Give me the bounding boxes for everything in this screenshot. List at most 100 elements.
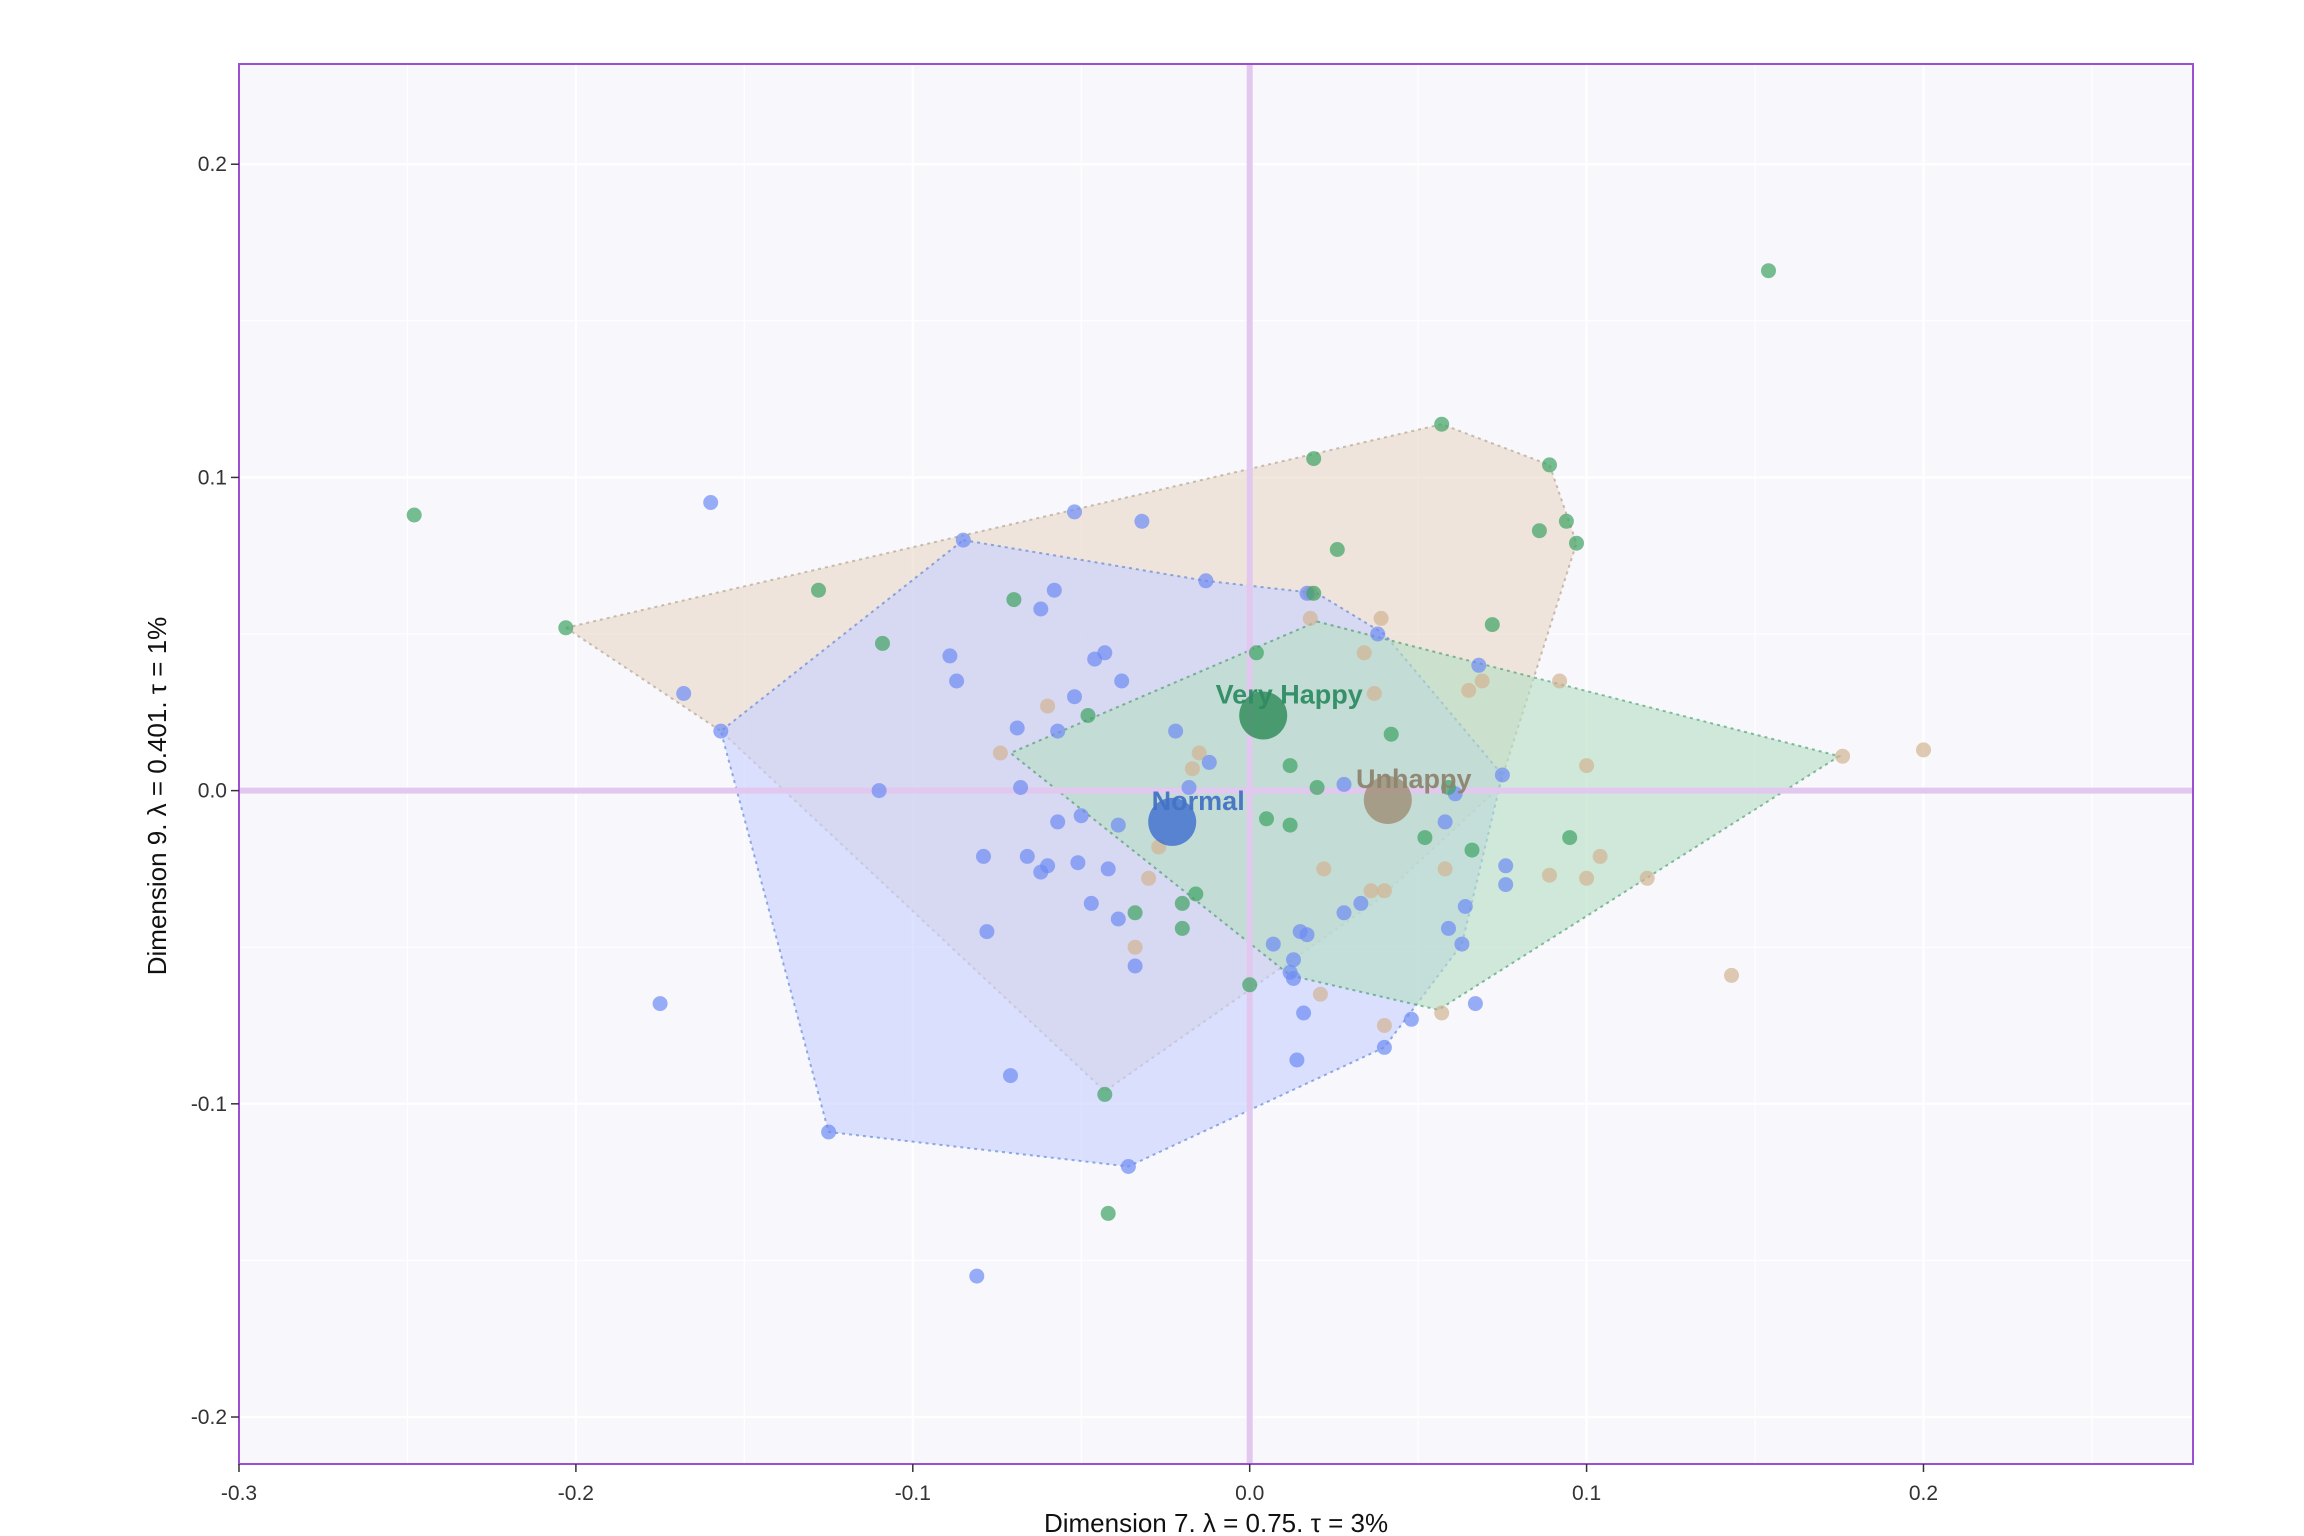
point-very-happy <box>1531 523 1547 539</box>
point-unhappy <box>1639 870 1655 886</box>
point-normal <box>1286 971 1301 986</box>
point-very-happy <box>1248 645 1264 661</box>
point-unhappy <box>1474 673 1490 689</box>
point-normal <box>1067 689 1082 705</box>
point-normal <box>1033 864 1049 880</box>
point-normal <box>1296 1005 1312 1021</box>
point-normal <box>1083 895 1099 911</box>
point-very-happy <box>1080 708 1096 723</box>
point-unhappy <box>1040 698 1056 714</box>
point-very-happy <box>1188 886 1204 902</box>
point-normal <box>1498 858 1514 874</box>
point-very-happy <box>1174 895 1190 911</box>
point-normal <box>1110 817 1126 833</box>
point-unhappy <box>1579 870 1595 886</box>
point-very-happy <box>1282 817 1298 833</box>
x-axis-title: Dimension 7. λ = 0.75. τ = 3% <box>1044 1508 1388 1536</box>
point-unhappy <box>1724 967 1739 983</box>
point-normal <box>1013 780 1029 795</box>
point-normal <box>703 495 719 510</box>
x-tick-label: -0.3 <box>221 1482 257 1505</box>
point-very-happy <box>1006 592 1022 608</box>
point-normal <box>676 686 692 701</box>
point-normal <box>1471 657 1487 673</box>
point-unhappy <box>1191 745 1207 761</box>
panel-border <box>238 63 2194 1465</box>
point-normal <box>1198 573 1214 589</box>
point-very-happy <box>1309 780 1325 795</box>
point-very-happy <box>1558 513 1574 529</box>
point-normal <box>1114 673 1130 689</box>
point-normal <box>1050 723 1066 739</box>
point-unhappy <box>1376 883 1392 899</box>
point-very-happy <box>406 507 422 523</box>
point-very-happy <box>1097 1086 1113 1102</box>
y-tick-label: 0.1 <box>198 466 227 489</box>
x-axis-ticks: -0.3 -0.2 -0.1 0.0 0.1 0.2 <box>221 1464 1938 1505</box>
point-unhappy <box>1366 686 1382 701</box>
point-unhappy <box>1592 848 1608 864</box>
point-normal <box>1046 582 1062 598</box>
point-unhappy <box>1437 861 1453 877</box>
point-unhappy <box>1542 867 1557 883</box>
group-centroids <box>1148 691 1412 846</box>
point-normal <box>1494 767 1510 783</box>
point-very-happy <box>1441 780 1456 795</box>
point-normal <box>1498 877 1514 893</box>
point-normal <box>713 723 729 739</box>
centroid-very-happy <box>1239 691 1288 740</box>
point-normal <box>1134 513 1150 529</box>
x-tick-label: 0.2 <box>1909 1482 1938 1505</box>
y-tick-label: 0.0 <box>198 780 227 803</box>
label-very-happy: Very Happy <box>1216 680 1363 710</box>
x-tick-label: -0.1 <box>895 1482 931 1505</box>
point-normal <box>1120 1159 1136 1174</box>
point-normal <box>942 648 958 664</box>
point-normal <box>652 996 668 1012</box>
point-normal <box>955 532 971 548</box>
point-very-happy <box>1174 920 1190 936</box>
point-unhappy <box>1184 761 1200 777</box>
point-normal <box>1336 776 1352 792</box>
point-normal <box>1289 1052 1305 1068</box>
point-very-happy <box>558 620 574 636</box>
point-very-happy <box>1562 830 1578 846</box>
point-unhappy <box>1141 870 1157 886</box>
x-tick-label: -0.2 <box>558 1482 594 1505</box>
point-very-happy <box>1242 977 1258 993</box>
point-unhappy <box>1916 742 1931 758</box>
point-very-happy <box>1282 758 1298 774</box>
point-normal <box>1201 754 1217 770</box>
point-normal <box>1067 504 1082 520</box>
point-very-happy <box>875 635 890 651</box>
point-unhappy <box>1835 748 1851 764</box>
point-normal <box>969 1268 985 1284</box>
point-normal <box>1070 855 1086 871</box>
point-unhappy <box>1376 1018 1392 1033</box>
point-normal <box>1087 651 1103 667</box>
point-unhappy <box>1363 883 1379 899</box>
point-very-happy <box>1306 451 1322 467</box>
x-tick-label: 0.1 <box>1572 1482 1601 1505</box>
point-normal <box>1100 861 1116 877</box>
point-very-happy <box>1306 585 1322 601</box>
point-normal <box>1457 899 1473 914</box>
point-unhappy <box>992 745 1008 761</box>
point-normal <box>1050 814 1066 830</box>
point-normal <box>1403 1011 1419 1027</box>
point-very-happy <box>1569 535 1584 551</box>
point-normal <box>1265 936 1281 952</box>
point-normal <box>1441 920 1456 936</box>
y-axis-ticks: 0.2 0.1 0.0 -0.1 -0.2 <box>191 153 239 1429</box>
point-normal <box>1437 814 1453 830</box>
reference-lines <box>239 64 2193 1464</box>
point-unhappy <box>1434 1005 1450 1021</box>
point-normal <box>871 783 887 799</box>
point-normal <box>1370 626 1386 642</box>
point-normal <box>1009 720 1025 736</box>
point-very-happy <box>1464 842 1480 858</box>
point-normal <box>979 924 995 940</box>
label-normal: Normal <box>1152 786 1245 816</box>
point-normal <box>1168 723 1184 739</box>
point-very-happy <box>1127 905 1143 921</box>
